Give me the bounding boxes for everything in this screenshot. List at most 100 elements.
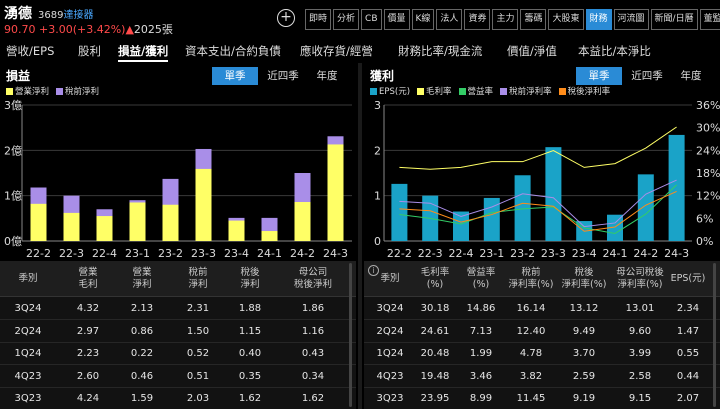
price-line: 90.70 +3.00(+3.42%)▲2025張 <box>4 21 173 37</box>
table-cell: 3.82 <box>519 370 543 382</box>
table-row: 3Q24 4.32 2.13 2.31 1.88 1.86 <box>0 298 356 320</box>
table-header-cell[interactable]: 季別 <box>370 261 410 297</box>
tool-tab-1[interactable]: 分析 <box>333 9 360 30</box>
period-button-1[interactable]: 近四季 <box>631 70 663 82</box>
table-cell: 4.24 <box>76 393 100 404</box>
period-button-1[interactable]: 近四季 <box>267 70 299 82</box>
y2-tick-label: 24% <box>696 144 720 157</box>
nav-item-6[interactable]: 價值/淨值 <box>507 44 557 58</box>
income-chart: 0億 1億 2億 3億 22-2 22-3 22-4 23-1 23-2 23-3 23-4 24-1… <box>4 99 352 260</box>
table-cell: 2.60 <box>76 370 100 382</box>
x-tick-label: 22-2 <box>26 247 51 260</box>
table-scrollbar[interactable] <box>713 263 716 407</box>
tool-tab-4[interactable]: K線 <box>411 9 435 30</box>
table-cell: 0.55 <box>676 348 700 359</box>
table-cell: 13.01 <box>625 303 655 314</box>
tool-tab-5[interactable]: 法人 <box>436 9 463 30</box>
plus-circle-icon: + <box>280 9 292 25</box>
x-tick-label: 24-1 <box>603 247 628 260</box>
table-header-cell[interactable]: 季別 <box>6 261 50 297</box>
table-header-cell[interactable]: 稅前 淨利率(%) <box>504 261 558 297</box>
table-cell: 2.58 <box>628 370 652 382</box>
table-cell: 1.86 <box>301 303 325 314</box>
table-cell: 1.99 <box>469 348 493 359</box>
tool-tab-7[interactable]: 主力 <box>492 9 519 30</box>
table-cell: 4Q23 <box>14 370 42 382</box>
bar-operating-23-2 <box>162 204 179 241</box>
tool-tab-2[interactable]: CB <box>361 9 382 30</box>
profit-table: 季別 毛利率 (%) 營益率 (%) 稅前 淨利率(%) 稅後 淨利率(%) 母公司稅後 … <box>364 261 720 409</box>
table-header-cell[interactable]: 稅後 淨利 <box>222 261 278 297</box>
legend-swatch <box>370 87 377 95</box>
table-header-cell[interactable]: 毛利率 (%) <box>410 261 460 297</box>
table-header-cell[interactable]: 營益率 (%) <box>458 261 504 297</box>
tool-tab-3[interactable]: 價量 <box>383 9 410 30</box>
income-legend: 營業淨利 稅前淨利 <box>6 85 106 97</box>
table-header-cell[interactable]: 稅前 淨利 <box>168 261 228 297</box>
nav-item-0[interactable]: 營收/EPS <box>6 44 55 58</box>
profit-legend: EPS(元) 毛利率 營益率 稅前淨利率 稅後淨利率 <box>370 85 617 97</box>
x-tick-label: 24-2 <box>290 247 315 260</box>
nav-item-1[interactable]: 股利 <box>78 44 101 58</box>
y2-tick-label: 6% <box>696 212 713 225</box>
nav-item-5[interactable]: 財務比率/現金流 <box>398 44 483 58</box>
table-cell: 2Q24 <box>14 325 42 337</box>
tool-tab-9[interactable]: 大股東 <box>548 9 584 30</box>
tool-tab-11[interactable]: 河流圖 <box>613 9 649 30</box>
sub-nav: 營收/EPS 股利 損益/獲利 資本支出/合約負債 應收存貨/經營 財務比率/現金流 價值/… <box>0 41 720 63</box>
legend-swatch <box>6 87 13 95</box>
legend-item-4: 稅後淨利率 <box>558 85 610 97</box>
table-header-cell[interactable]: 母公司稅後 淨利率(%) <box>610 261 670 297</box>
table-cell: 0.86 <box>130 325 154 337</box>
table-row: 3Q23 23.95 8.99 11.45 9.19 9.15 2.07 <box>364 388 720 409</box>
table-header-cell[interactable]: EPS(元) <box>666 261 710 297</box>
tool-tab-6[interactable]: 資券 <box>464 9 491 30</box>
tool-tab-8[interactable]: 籌碼 <box>520 9 547 30</box>
table-header-cell[interactable]: 稅後 淨利率(%) <box>558 261 610 297</box>
table-scrollbar[interactable] <box>349 263 352 407</box>
table-header-row: 季別 毛利率 (%) 營益率 (%) 稅前 淨利率(%) 稅後 淨利率(%) 母公司稅後 … <box>364 261 720 297</box>
table-header-cell[interactable]: 營業 淨利 <box>114 261 170 297</box>
y2-tick-label: 30% <box>696 122 720 135</box>
period-button-0[interactable]: 單季 <box>212 67 258 85</box>
period-button-2[interactable]: 年度 <box>680 70 702 82</box>
bar-operating-22-2 <box>30 203 47 241</box>
last-price: 90.70 <box>4 23 36 36</box>
bar-eps-24-2 <box>637 174 654 241</box>
header-text: 營業 淨利 <box>132 267 152 290</box>
tool-tab-12[interactable]: 新聞/日曆 <box>650 9 698 30</box>
table-header-cell[interactable]: 母公司 稅後淨利 <box>278 261 348 297</box>
table-header-cell[interactable]: 營業 毛利 <box>58 261 118 297</box>
y-tick-label: 0億 <box>4 235 22 248</box>
tool-tab-10[interactable]: 財務 <box>585 9 612 30</box>
industry-link[interactable]: 達接器 <box>63 10 94 21</box>
nav-item-2[interactable]: 損益/獲利 <box>118 43 169 62</box>
table-cell: 3.70 <box>572 348 596 359</box>
nav-item-7[interactable]: 本益比/本淨比 <box>578 44 651 58</box>
period-button-0[interactable]: 單季 <box>576 67 622 85</box>
income-table: 季別 營業 毛利 營業 淨利 稅前 淨利 稅後 淨利 母公司 稅後淨利 3Q24 4.32 2.… <box>0 261 356 409</box>
period-button-2[interactable]: 年度 <box>316 70 338 82</box>
table-cell: 3Q23 <box>14 393 42 404</box>
table-cell: 13.12 <box>569 303 599 314</box>
legend-item-0: 營業淨利 <box>6 85 49 97</box>
income-panel: 損益 單季 近四季 年度 營業淨利 稅前淨利 0億 1億 2億 3億 22-2 22-3 22-4… <box>0 63 356 409</box>
legend-label: 營益率 <box>467 87 494 97</box>
tool-tab-0[interactable]: 即時 <box>305 9 332 30</box>
table-cell: 12.40 <box>516 325 546 337</box>
nav-item-4[interactable]: 應收存貨/經營 <box>300 44 373 58</box>
tool-tab-13[interactable]: 董監/公司 <box>699 9 720 30</box>
x-tick-label: 22-3 <box>59 247 84 260</box>
info-icon[interactable]: i <box>368 265 379 276</box>
profit-panel: 獲利 單季 近四季 年度 EPS(元) 毛利率 營益率 稅前淨利率 稅後淨利率 0 1 2 3 0%… <box>364 63 720 409</box>
line-稅後淨利率 <box>399 190 677 232</box>
header-text: EPS(元) <box>670 273 706 284</box>
table-row: 4Q23 2.60 0.46 0.51 0.35 0.34 <box>0 366 356 388</box>
table-cell: 9.19 <box>572 393 596 404</box>
table-cell: 1.88 <box>238 303 262 314</box>
table-cell: 1.47 <box>676 325 700 337</box>
y-tick-label: 3 <box>374 99 381 112</box>
nav-item-3[interactable]: 資本支出/合約負債 <box>185 44 281 58</box>
table-cell: 20.48 <box>420 348 450 359</box>
add-watchlist-button[interactable]: + <box>277 9 295 27</box>
